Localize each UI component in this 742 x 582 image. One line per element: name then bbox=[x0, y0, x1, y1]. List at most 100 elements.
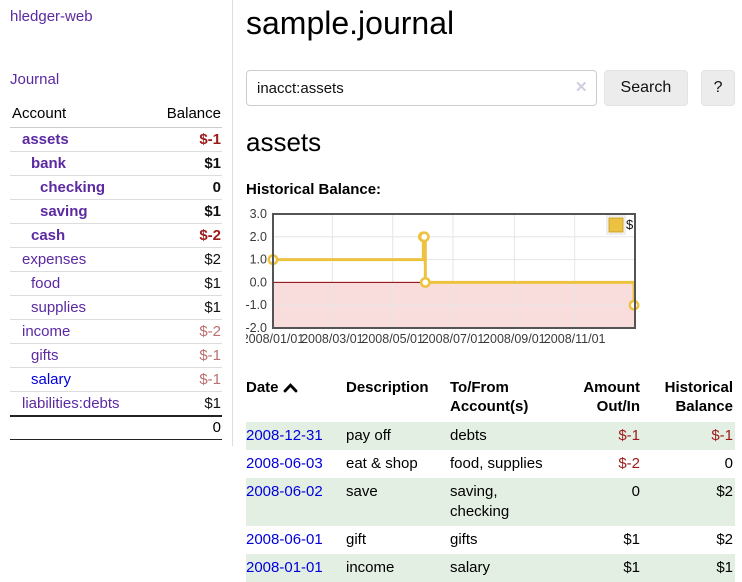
account-balance: $2 bbox=[149, 247, 222, 272]
legend-label: $ bbox=[626, 217, 634, 232]
accounts-col-account: Account bbox=[10, 103, 150, 128]
register-date-cell: 2008-12-31 bbox=[246, 422, 346, 450]
y-tick-label: 0.0 bbox=[250, 275, 267, 289]
register-amount-cell: $-2 bbox=[618, 455, 640, 472]
accounts-total-spacer bbox=[10, 415, 150, 440]
account-balance: $-2 bbox=[149, 223, 222, 248]
register-balance-cell: $-1 bbox=[711, 427, 733, 444]
account-row: saving $1 bbox=[10, 199, 222, 224]
account-cell: assets bbox=[10, 127, 150, 152]
account-balance: $-1 bbox=[149, 367, 222, 392]
data-point-marker bbox=[419, 276, 431, 288]
account-cell: expenses bbox=[10, 247, 150, 272]
account-cell: income bbox=[10, 319, 150, 344]
search-input-wrap: ✕ bbox=[246, 70, 597, 106]
sort-asc-icon bbox=[283, 383, 297, 393]
account-balance: $1 bbox=[149, 271, 222, 296]
register-description-cell: pay off bbox=[346, 427, 391, 444]
account-link[interactable]: liabilities:debts bbox=[22, 395, 120, 412]
nav-journal-link[interactable]: Journal bbox=[10, 71, 60, 88]
register-description-cell: eat & shop bbox=[346, 455, 418, 472]
accounts-table: Account Balance assets $-1 bank $1 checking 0… bbox=[10, 103, 222, 440]
account-row: gifts $-1 bbox=[10, 343, 222, 368]
x-tick-label: 2008/03/01 bbox=[301, 332, 364, 346]
accounts-total-row: 0 bbox=[10, 415, 222, 440]
account-row: expenses $2 bbox=[10, 247, 222, 272]
account-balance: $1 bbox=[204, 395, 221, 412]
x-tick-label: 2008/05/01 bbox=[361, 332, 424, 346]
register-amount-cell: $-1 bbox=[618, 427, 640, 444]
account-link[interactable]: food bbox=[31, 275, 61, 292]
x-tick-label: 2008/01/01 bbox=[246, 332, 304, 346]
page-title: sample.journal bbox=[246, 5, 455, 41]
register-table: Date Description To/From Account(s) Amou… bbox=[246, 378, 735, 582]
account-link[interactable]: gifts bbox=[31, 347, 59, 364]
transaction-date-link[interactable]: 2008-01-01 bbox=[246, 559, 323, 576]
y-tick-label: 3.0 bbox=[250, 207, 267, 221]
account-row: bank $1 bbox=[10, 151, 222, 176]
transaction-date-link[interactable]: 2008-06-01 bbox=[246, 531, 323, 548]
transaction-date-link[interactable]: 2008-06-02 bbox=[246, 483, 323, 500]
historical-balance-chart: $3.0 2.0 1.0 0.0 -1.0 -2.0 2008/01/01 2008/03/0… bbox=[242, 204, 735, 355]
chart-title: Historical Balance: bbox=[246, 181, 382, 198]
account-cell: salary bbox=[10, 367, 150, 392]
account-link[interactable]: cash bbox=[31, 227, 66, 244]
account-row: supplies $1 bbox=[10, 295, 222, 320]
transaction-date-link[interactable]: 2008-12-31 bbox=[246, 427, 323, 444]
account-balance: 0 bbox=[149, 175, 222, 200]
account-cell: liabilities:debts bbox=[10, 392, 149, 417]
main-content: sample.journal ✕ Search ? assets Histori… bbox=[233, 0, 742, 582]
register-row: 2008-06-03 eat & shop food, supplies $-2 0 bbox=[246, 450, 735, 478]
account-row: income $-2 bbox=[10, 319, 222, 344]
account-link[interactable]: saving bbox=[40, 203, 88, 220]
register-amount-cell: $1 bbox=[623, 531, 640, 548]
register-row: 2008-12-31 pay off debts $-1 $-1 bbox=[246, 422, 735, 450]
register-amount-cell: 0 bbox=[631, 483, 640, 500]
account-row: cash $-2 bbox=[10, 223, 222, 248]
register-balance-cell: $2 bbox=[716, 531, 733, 548]
account-row: salary $-1 bbox=[10, 367, 222, 392]
account-link[interactable]: checking bbox=[40, 179, 106, 196]
search-button[interactable]: Search bbox=[603, 70, 689, 106]
register-accounts-cell: food, supplies bbox=[450, 455, 543, 472]
account-link[interactable]: income bbox=[22, 323, 71, 340]
register-balance-cell: $1 bbox=[716, 559, 733, 576]
account-link[interactable]: salary bbox=[31, 371, 72, 388]
x-tick-label: 2008/11/01 bbox=[544, 332, 606, 346]
search-input[interactable] bbox=[246, 70, 597, 106]
account-heading: assets bbox=[246, 127, 322, 157]
account-cell: checking bbox=[10, 175, 150, 200]
register-date-cell: 2008-06-02 bbox=[246, 478, 346, 526]
y-tick-label: -2.0 bbox=[246, 321, 267, 335]
register-accounts-cell: gifts bbox=[450, 531, 478, 548]
account-link[interactable]: supplies bbox=[31, 299, 87, 316]
account-link[interactable]: bank bbox=[31, 155, 67, 172]
account-cell: supplies bbox=[10, 295, 150, 320]
clear-search-icon[interactable]: ✕ bbox=[574, 79, 588, 96]
balance-chart-svg: $3.0 2.0 1.0 0.0 -1.0 -2.02008/01/012008/03/0… bbox=[242, 207, 640, 346]
register-col-date[interactable]: Date bbox=[246, 378, 346, 422]
register-row: 2008-06-01 gift gifts $1 $2 bbox=[246, 526, 735, 554]
account-link[interactable]: expenses bbox=[22, 251, 87, 268]
account-balance: $-1 bbox=[149, 127, 222, 152]
register-header-row: Date Description To/From Account(s) Amou… bbox=[246, 378, 735, 422]
account-link[interactable]: assets bbox=[22, 131, 69, 148]
register-row: 2008-06-02 save saving, checking 0 $2 bbox=[246, 478, 735, 526]
accounts-total-value: 0 bbox=[149, 415, 222, 440]
register-col-accounts: To/From Account(s) bbox=[450, 379, 529, 415]
register-col-amount: Amount Out/In bbox=[583, 379, 640, 415]
transaction-date-link[interactable]: 2008-06-03 bbox=[246, 455, 323, 472]
y-tick-label: -1.0 bbox=[246, 298, 267, 312]
brand-link[interactable]: hledger-web bbox=[10, 8, 93, 25]
register-description-cell: income bbox=[346, 559, 395, 576]
help-button[interactable]: ? bbox=[701, 70, 735, 106]
register-accounts-cell: saving, checking bbox=[450, 483, 510, 520]
register-row: 2008-01-01 income salary $1 $1 bbox=[246, 554, 735, 582]
account-balance: $-2 bbox=[149, 319, 222, 344]
account-balance: $1 bbox=[149, 199, 222, 224]
account-row: food $1 bbox=[10, 271, 222, 296]
plot-border bbox=[272, 213, 636, 329]
accounts-header-row: Account Balance bbox=[10, 103, 222, 128]
register-date-cell: 2008-01-01 bbox=[246, 554, 346, 582]
